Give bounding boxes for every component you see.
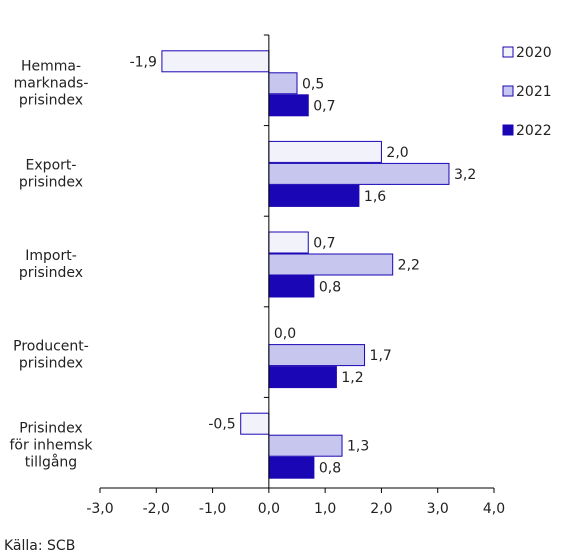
data-label-2022-1: 1,6 (364, 189, 386, 205)
category-label-1: Export-prisindex (19, 157, 83, 190)
axes: -3,0 -2,0 -1,0 0,0 1,0 2,0 3,0 4,0 (86, 34, 505, 517)
data-label-2022-2: 0,8 (319, 280, 341, 296)
data-labels: -1,9 0,5 0,7 2,0 3,2 1,6 0,7 2,2 0,8 0,0 1,7 1,2 -0,… (130, 54, 477, 476)
bar-2022-3 (268, 366, 337, 389)
category-label-2: Import-prisindex (19, 248, 83, 281)
bar-2022-4 (268, 456, 315, 479)
data-label-2020-2: 0,7 (313, 236, 335, 252)
data-label-2020-4: -0,5 (208, 417, 235, 433)
category-label-0: Hemma-marknads-prisindex (14, 58, 89, 108)
x-tick-label-2: -1,0 (199, 501, 226, 517)
category-label-4: Prisindex för inhemsk tillgång (10, 421, 94, 471)
data-label-2022-4: 0,8 (319, 461, 341, 477)
legend-swatch-2022 (502, 124, 514, 136)
bar-2021-2 (268, 253, 394, 276)
x-tick-label-7: 4,0 (483, 501, 505, 517)
data-label-2020-3: 0,0 (274, 326, 296, 342)
data-label-2022-3: 1,2 (341, 370, 363, 386)
x-tick-label-6: 3,0 (427, 501, 449, 517)
x-tick-label-1: -2,0 (143, 501, 170, 517)
bar-2020-2 (268, 231, 309, 254)
data-label-2021-1: 3,2 (454, 167, 476, 183)
legend-label-2022: 2022 (516, 123, 552, 139)
data-label-2021-0: 0,5 (302, 76, 324, 92)
bar-2022-2 (268, 275, 315, 298)
category-label-3: Producent-prisindex (13, 339, 89, 372)
legend: 2020 2021 2022 (502, 45, 552, 139)
x-tick-label-5: 2,0 (370, 501, 392, 517)
legend-swatch-2021 (502, 85, 514, 97)
bar-2021-1 (268, 162, 450, 185)
bar-2022-0 (268, 94, 309, 117)
bar-2021-4 (268, 434, 343, 457)
data-label-2021-4: 1,3 (347, 439, 369, 455)
category-labels: Hemma-marknads-prisindex Export-prisindex… (10, 58, 94, 470)
bar-2021-3 (268, 344, 366, 367)
bar-2020-1 (268, 140, 382, 163)
x-tick-label-0: -3,0 (86, 501, 113, 517)
legend-label-2020: 2020 (516, 45, 552, 61)
data-label-2020-0: -1,9 (130, 54, 157, 70)
legend-swatch-2020 (502, 46, 514, 58)
data-label-2021-3: 1,7 (370, 348, 392, 364)
data-label-2020-1: 2,0 (386, 145, 408, 161)
legend-label-2021: 2021 (516, 84, 552, 100)
source-note: Källa: SCB (4, 538, 75, 554)
x-tick-label-4: 1,0 (314, 501, 336, 517)
bar-2022-1 (268, 184, 360, 207)
bar-2020-4 (240, 412, 270, 435)
x-tick-label-3: 0,0 (258, 501, 280, 517)
bar-2021-0 (268, 72, 298, 95)
data-label-2021-2: 2,2 (398, 258, 420, 274)
bar-2020-0 (161, 50, 270, 73)
data-label-2022-0: 0,7 (313, 98, 335, 114)
